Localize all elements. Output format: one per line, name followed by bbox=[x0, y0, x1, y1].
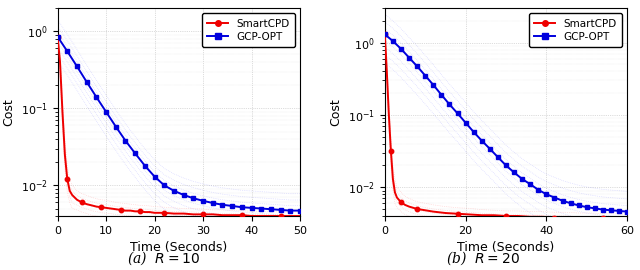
Y-axis label: Cost: Cost bbox=[3, 98, 15, 126]
X-axis label: Time (Seconds): Time (Seconds) bbox=[458, 241, 555, 254]
Text: (a)  $R = 10$: (a) $R = 10$ bbox=[127, 250, 200, 267]
Legend: SmartCPD, GCP-OPT: SmartCPD, GCP-OPT bbox=[202, 13, 295, 47]
Legend: SmartCPD, GCP-OPT: SmartCPD, GCP-OPT bbox=[529, 13, 622, 47]
Text: (b)  $R = 20$: (b) $R = 20$ bbox=[446, 250, 520, 267]
Y-axis label: Cost: Cost bbox=[330, 98, 342, 126]
X-axis label: Time (Seconds): Time (Seconds) bbox=[130, 241, 227, 254]
